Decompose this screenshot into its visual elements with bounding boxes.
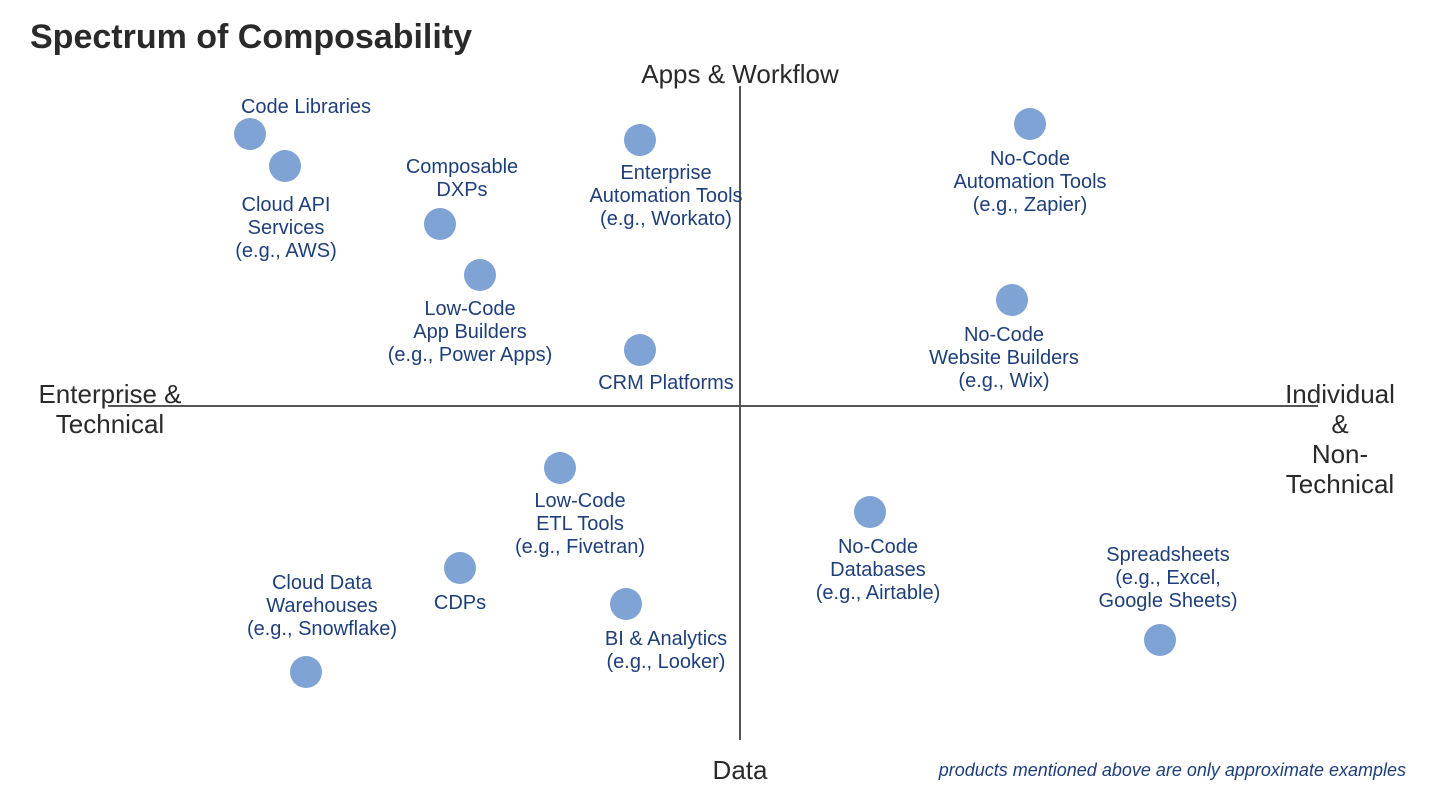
label-composable-dxps: Composable DXPs xyxy=(406,156,518,202)
label-enterprise-auto: Enterprise Automation Tools (e.g., Worka… xyxy=(589,162,742,231)
dot-spreadsheets xyxy=(1144,624,1176,656)
dot-nocode-auto xyxy=(1014,108,1046,140)
label-nocode-db: No-Code Databases (e.g., Airtable) xyxy=(816,536,941,605)
dot-cdps xyxy=(444,552,476,584)
page-title: Spectrum of Composability xyxy=(30,18,472,57)
axis-label-bottom: Data xyxy=(713,756,768,786)
dot-cloud-api xyxy=(269,150,301,182)
dot-lowcode-app xyxy=(464,259,496,291)
axis-horizontal xyxy=(108,405,1318,407)
dot-composable-dxps xyxy=(424,208,456,240)
label-nocode-web: No-Code Website Builders (e.g., Wix) xyxy=(929,324,1079,393)
label-code-libraries: Code Libraries xyxy=(241,96,371,119)
dot-lowcode-etl xyxy=(544,452,576,484)
dot-bi-analytics xyxy=(610,588,642,620)
label-spreadsheets: Spreadsheets (e.g., Excel, Google Sheets… xyxy=(1099,544,1238,613)
dot-nocode-web xyxy=(996,284,1028,316)
dot-enterprise-auto xyxy=(624,124,656,156)
label-lowcode-etl: Low-Code ETL Tools (e.g., Fivetran) xyxy=(515,490,645,559)
label-lowcode-app: Low-Code App Builders (e.g., Power Apps) xyxy=(388,298,553,367)
label-crm-platforms: CRM Platforms xyxy=(598,372,734,395)
label-cloud-api: Cloud API Services (e.g., AWS) xyxy=(235,194,337,263)
footnote: products mentioned above are only approx… xyxy=(939,760,1406,781)
dot-crm-platforms xyxy=(624,334,656,366)
axis-label-right: Individual & Non-Technical xyxy=(1282,380,1398,500)
dot-code-libraries xyxy=(234,118,266,150)
label-bi-analytics: BI & Analytics (e.g., Looker) xyxy=(605,628,727,674)
axis-label-top: Apps & Workflow xyxy=(641,60,838,90)
axis-label-left: Enterprise & Technical xyxy=(38,380,181,440)
dot-cloud-dwh xyxy=(290,656,322,688)
label-cdps: CDPs xyxy=(434,592,486,615)
label-cloud-dwh: Cloud Data Warehouses (e.g., Snowflake) xyxy=(247,572,397,641)
dot-nocode-db xyxy=(854,496,886,528)
label-nocode-auto: No-Code Automation Tools (e.g., Zapier) xyxy=(953,148,1106,217)
